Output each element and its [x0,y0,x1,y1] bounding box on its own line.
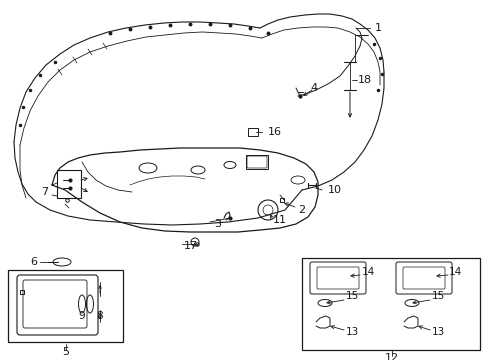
Bar [247,128,258,136]
Text: 2: 2 [298,205,305,215]
Text: 4: 4 [310,83,317,93]
Text: 17: 17 [183,241,198,251]
Text: 3: 3 [214,219,221,229]
Text: 18: 18 [357,75,371,85]
Bar [57,170,81,198]
Text: 10: 10 [327,185,341,195]
Bar [302,258,479,350]
Text: 14: 14 [447,267,461,277]
Text: 16: 16 [267,127,282,137]
Text: 5: 5 [62,347,69,357]
Bar [8,270,123,342]
Text: 8: 8 [97,311,103,321]
Text: 9: 9 [79,311,85,321]
Text: 7: 7 [41,187,48,197]
Bar [245,155,267,169]
Text: 12: 12 [384,353,398,360]
Text: 6: 6 [30,257,38,267]
Text: 15: 15 [345,291,358,301]
Text: 13: 13 [430,327,444,337]
Text: 1: 1 [374,23,381,33]
Text: 11: 11 [272,215,286,225]
Text: 14: 14 [361,267,374,277]
Text: 13: 13 [345,327,358,337]
Text: 15: 15 [430,291,444,301]
